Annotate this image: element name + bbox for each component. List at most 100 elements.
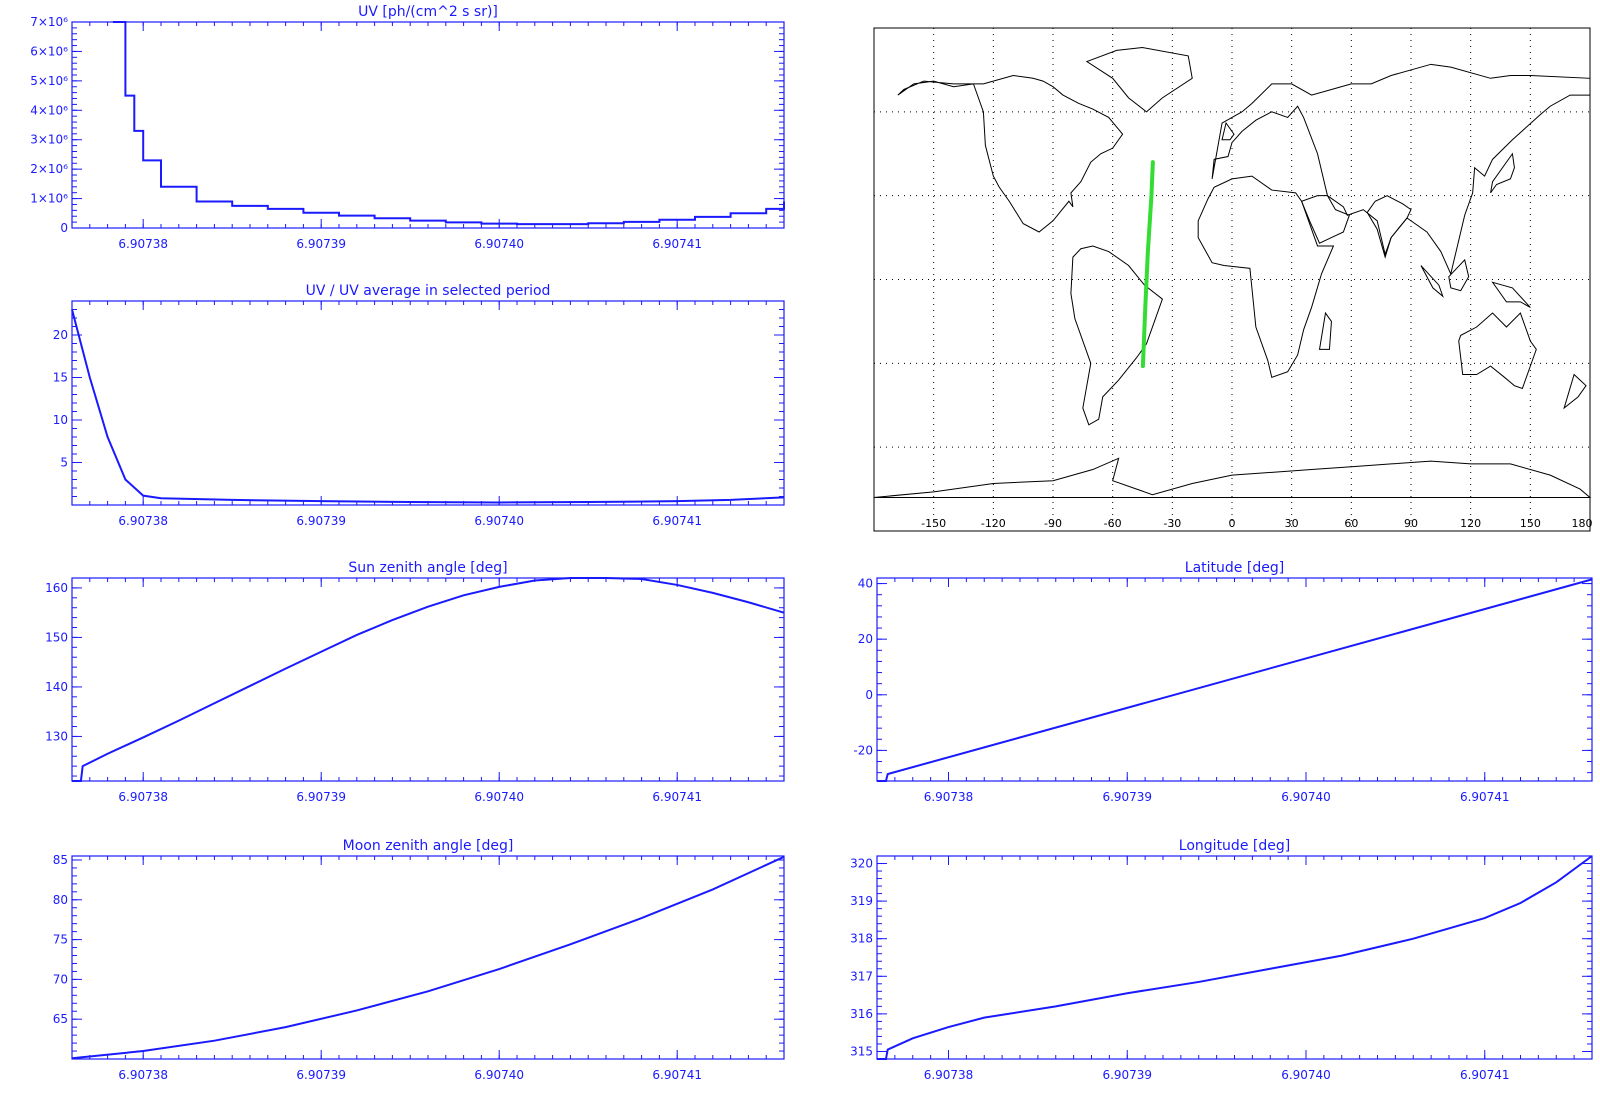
latitude-x-tick-label: 6.90739 — [1102, 790, 1152, 804]
uv-ratio-x-tick-label: 6.90740 — [474, 514, 524, 528]
longitude-x-tick-label: 6.90739 — [1102, 1068, 1152, 1082]
uv-ratio-y-tick-label: 10 — [53, 413, 68, 427]
moon-zenith-y-tick-label: 85 — [53, 853, 68, 867]
sun-zenith-frame — [71, 577, 785, 782]
map-coastline-great-britain — [1221, 121, 1235, 141]
moon-zenith-x-tick-label: 6.90738 — [118, 1068, 168, 1082]
map-lon-label: -60 — [1104, 517, 1122, 530]
uv-ratio-title: UV / UV average in selected period — [306, 283, 551, 299]
uv-ratio-x-tick-label: 6.90741 — [652, 514, 702, 528]
latitude-y-tick-label: 40 — [858, 577, 873, 591]
map-lon-label: 60 — [1344, 517, 1358, 530]
longitude-series-line — [877, 855, 1593, 1060]
moon-zenith-x-tick-label: 6.90739 — [296, 1068, 346, 1082]
longitude-y-tick-label: 320 — [850, 857, 873, 871]
latitude-title: Latitude [deg] — [1185, 560, 1284, 576]
uv-y-tick-label: 2×10⁶ — [30, 162, 68, 176]
map-lon-label: 180 — [1572, 517, 1593, 530]
uv-ratio-y-tick-label: 20 — [53, 328, 68, 342]
map-coastline-australia — [1458, 312, 1537, 390]
map-coastline-new-guinea — [1491, 281, 1531, 308]
longitude-y-tick-label: 319 — [850, 894, 873, 908]
map-coastline-south-america — [1070, 245, 1163, 426]
sun-zenith-y-tick-label: 130 — [45, 729, 68, 743]
uv-panel: UV [ph/(cm^2 s sr)] 6.90738 6.90739 6.9074… — [30, 4, 785, 251]
latitude-x-tick-label: 6.90740 — [1281, 790, 1331, 804]
sun-zenith-y-tick-label: 140 — [45, 680, 68, 694]
uv-y-tick-label: 6×10⁶ — [30, 44, 68, 58]
moon-zenith-y-tick-label: 65 — [53, 1012, 68, 1026]
longitude-y-tick-label: 317 — [850, 969, 873, 983]
sun-zenith-x-tick-label: 6.90740 — [474, 790, 524, 804]
uv-ratio-series-line — [71, 309, 785, 504]
uv-x-tick-label: 6.90741 — [652, 237, 702, 251]
map-lon-label: 30 — [1285, 517, 1299, 530]
uv-title: UV [ph/(cm^2 s sr)] — [358, 4, 498, 20]
moon-zenith-x-tick-label: 6.90741 — [652, 1068, 702, 1082]
map-lon-label: -150 — [921, 517, 946, 530]
map-coastline-africa — [1197, 175, 1335, 378]
map-lon-label: -120 — [981, 517, 1006, 530]
uv-y-tick-label: 4×10⁶ — [30, 103, 68, 117]
map-lon-label: 0 — [1229, 517, 1236, 530]
uv-y-tick-label: 1×10⁶ — [30, 192, 68, 206]
longitude-y-tick-label: 316 — [850, 1007, 873, 1021]
uv-ratio-y-tick-label: 15 — [53, 371, 68, 385]
map-frame — [873, 27, 1591, 532]
sun-zenith-x-tick-label: 6.90738 — [118, 790, 168, 804]
sun-zenith-x-tick-label: 6.90739 — [296, 790, 346, 804]
map-coastline-antarctica — [873, 457, 1592, 498]
map-coastline-north-america — [897, 74, 1124, 233]
uv-y-tick-label: 7×10⁶ — [30, 15, 68, 29]
uv-x-tick-label: 6.90739 — [296, 237, 346, 251]
latitude-y-tick-label: -20 — [853, 743, 873, 757]
sun-zenith-x-tick-label: 6.90741 — [652, 790, 702, 804]
latitude-series-line — [877, 578, 1593, 782]
moon-zenith-x-tick-label: 6.90740 — [474, 1068, 524, 1082]
longitude-y-tick-label: 318 — [850, 932, 873, 946]
map-coastline-eurasia — [1211, 63, 1591, 276]
map-coastline-madagascar — [1318, 311, 1332, 350]
uv-ratio-frame — [71, 300, 785, 506]
map-coastline-new-zealand — [1563, 373, 1587, 410]
uv-ratio-y-tick-label: 5 — [60, 456, 68, 470]
uv-series-line — [112, 21, 785, 226]
map-coastline-greenland — [1085, 47, 1193, 113]
uv-y-tick-label: 5×10⁶ — [30, 74, 68, 88]
map-coastline-japan — [1490, 152, 1515, 194]
world-map-panel: -150 -120 -90 -60 -30 0 30 60 90 120 150 180 — [873, 27, 1593, 532]
latitude-y-tick-label: 0 — [865, 688, 873, 702]
longitude-x-tick-label: 6.90738 — [924, 1068, 974, 1082]
uv-ratio-x-tick-label: 6.90739 — [296, 514, 346, 528]
moon-zenith-y-tick-label: 80 — [53, 893, 68, 907]
uv-x-tick-label: 6.90738 — [118, 237, 168, 251]
sun-zenith-title: Sun zenith angle [deg] — [348, 560, 507, 576]
longitude-frame — [876, 855, 1593, 1060]
uv-ratio-panel: UV / UV average in selected period 6.907… — [53, 283, 785, 528]
moon-zenith-frame — [71, 855, 785, 1060]
longitude-title: Longitude [deg] — [1179, 838, 1290, 854]
uv-x-tick-label: 6.90740 — [474, 237, 524, 251]
latitude-x-tick-label: 6.90741 — [1460, 790, 1510, 804]
map-lon-label: 150 — [1520, 517, 1541, 530]
uv-frame — [71, 21, 785, 229]
longitude-y-tick-label: 315 — [850, 1044, 873, 1058]
longitude-x-tick-label: 6.90741 — [1460, 1068, 1510, 1082]
moon-zenith-y-tick-label: 75 — [53, 933, 68, 947]
sun-zenith-y-tick-label: 150 — [45, 630, 68, 644]
latitude-panel: Latitude [deg] 6.90738 6.90739 6.90740 6.90… — [853, 560, 1593, 804]
moon-zenith-title: Moon zenith angle [deg] — [343, 838, 514, 854]
map-coastline-sumatra — [1420, 265, 1444, 298]
map-ground-track — [1140, 160, 1155, 369]
uv-ratio-x-tick-label: 6.90738 — [118, 514, 168, 528]
latitude-y-tick-label: 20 — [858, 632, 873, 646]
moon-zenith-y-tick-label: 70 — [53, 972, 68, 986]
longitude-x-tick-label: 6.90740 — [1281, 1068, 1331, 1082]
map-lon-label: 90 — [1404, 517, 1418, 530]
sun-zenith-series-line — [72, 577, 785, 782]
map-lon-label: -30 — [1163, 517, 1181, 530]
longitude-panel: Longitude [deg] 6.90738 6.90739 6.90740 6.9… — [850, 838, 1593, 1082]
map-lon-label: 120 — [1460, 517, 1481, 530]
uv-y-tick-label: 3×10⁶ — [30, 133, 68, 147]
